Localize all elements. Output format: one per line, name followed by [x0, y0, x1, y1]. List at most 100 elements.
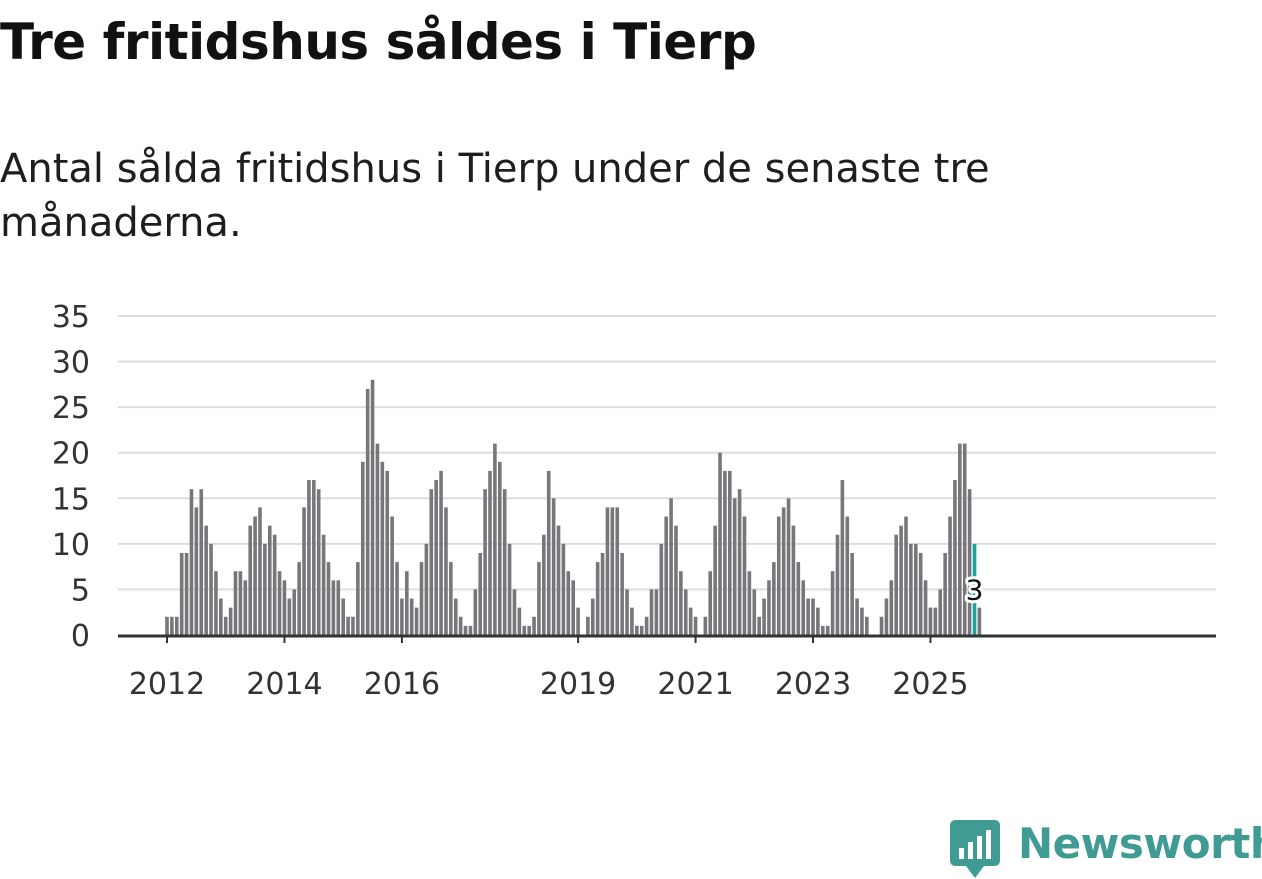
bar [434, 480, 438, 635]
bar [263, 543, 267, 635]
bar [321, 534, 326, 635]
bar [889, 580, 894, 635]
chart-title: Tre fritidshus såldes i Tierp [0, 13, 757, 71]
bar [635, 625, 639, 635]
bar [341, 598, 345, 635]
bar [566, 571, 571, 635]
bar [302, 507, 306, 635]
bar [625, 589, 629, 635]
bar [913, 543, 918, 635]
bar [772, 562, 776, 635]
bar [223, 616, 228, 635]
data-labels: 3 [963, 571, 987, 610]
brand-name: Newsworthy [1018, 819, 1262, 868]
bar [693, 616, 698, 635]
bar [688, 607, 693, 635]
bar [816, 607, 820, 635]
bar [865, 616, 869, 635]
bar [962, 443, 967, 635]
bar [923, 580, 928, 635]
bar [776, 516, 781, 635]
bar [737, 489, 742, 635]
bar [165, 616, 169, 635]
bar [453, 598, 458, 635]
bar [258, 507, 262, 635]
bar [850, 552, 854, 635]
highlight-bar [972, 543, 977, 635]
bar [571, 580, 576, 635]
bar [248, 525, 252, 635]
bar [483, 489, 487, 635]
bar [375, 443, 380, 635]
bar [233, 571, 238, 635]
bar [928, 607, 933, 635]
bar [405, 571, 409, 635]
bar [331, 580, 336, 635]
bar [845, 516, 850, 635]
chart-subtitle: Antal sålda fritidshus i Tierp under de … [0, 146, 990, 246]
bar [659, 543, 664, 635]
bar [204, 525, 208, 635]
bar [806, 598, 810, 635]
bar [351, 616, 355, 635]
highlight-value-label: 3 [966, 574, 984, 607]
bar [703, 616, 708, 635]
bar [238, 571, 243, 635]
bar [419, 562, 424, 635]
bar [551, 498, 556, 635]
bar [767, 580, 771, 635]
bar [742, 516, 747, 635]
bar [879, 616, 884, 635]
bar [801, 580, 806, 635]
bar [326, 562, 331, 635]
bar [370, 379, 375, 635]
bar [752, 589, 757, 635]
bar [718, 452, 722, 635]
bar [287, 598, 292, 635]
bar [679, 571, 683, 635]
bar [346, 616, 350, 635]
bar [600, 552, 605, 635]
bar [909, 543, 913, 635]
y-tick-label: 35 [52, 300, 90, 335]
bar [429, 489, 434, 635]
bar [595, 562, 600, 635]
bar [855, 598, 859, 635]
bar [644, 616, 649, 635]
bar [820, 625, 825, 635]
x-axis-ticks: 2012 2014 2016 2019 2021 2023 2025 [129, 635, 969, 702]
bar [468, 625, 473, 635]
bar [312, 480, 316, 635]
bar [356, 562, 360, 635]
bar [522, 625, 527, 635]
bar [478, 552, 483, 635]
bar [639, 625, 644, 635]
bar [546, 470, 551, 635]
bar [723, 470, 727, 635]
bar [620, 552, 624, 635]
y-tick-label: 10 [52, 528, 90, 563]
y-tick-label: 20 [52, 437, 90, 472]
bar [199, 489, 204, 635]
x-tick-label: 2016 [364, 667, 440, 702]
bar [786, 498, 791, 635]
bar [615, 507, 620, 635]
bar [267, 525, 272, 635]
bar [336, 580, 341, 635]
bar [380, 461, 385, 635]
bar [605, 507, 610, 635]
bar [444, 507, 448, 635]
bar [282, 580, 287, 635]
bar [943, 552, 947, 635]
bar [948, 516, 952, 635]
y-tick-label: 30 [52, 346, 90, 381]
bar [179, 552, 184, 635]
bar [517, 607, 522, 635]
bar [590, 598, 595, 635]
bar [649, 589, 654, 635]
bar [214, 571, 218, 635]
bar [977, 607, 982, 635]
bar [884, 598, 889, 635]
bar [953, 480, 957, 635]
